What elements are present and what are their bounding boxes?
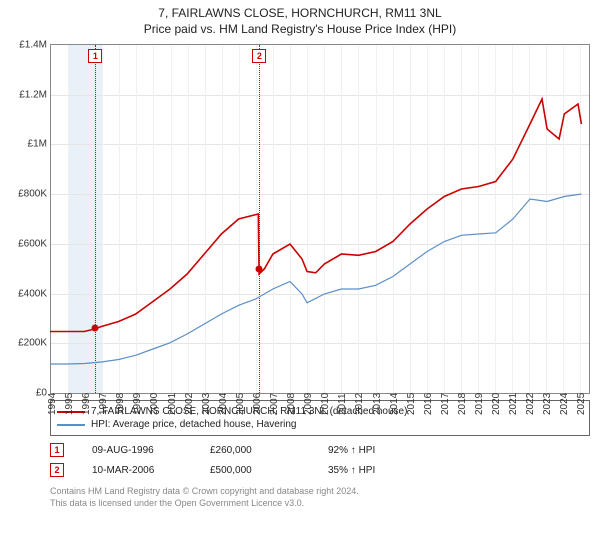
footer-line2: This data is licensed under the Open Gov… (50, 498, 590, 510)
x-tick-label: 1998 (115, 393, 126, 415)
legend-swatch (57, 424, 85, 426)
x-tick-label: 2003 (201, 393, 212, 415)
row-price: £500,000 (210, 465, 300, 476)
y-tick-label: £1.4M (19, 40, 47, 51)
x-tick-label: 1996 (81, 393, 92, 415)
y-tick-label: £1M (28, 139, 47, 150)
x-tick-label: 2020 (491, 393, 502, 415)
x-tick-label: 2025 (576, 393, 587, 415)
legend-item: HPI: Average price, detached house, Have… (57, 418, 583, 431)
x-tick-label: 2005 (235, 393, 246, 415)
title-address: 7, FAIRLAWNS CLOSE, HORNCHURCH, RM11 3NL (0, 6, 600, 20)
y-tick-label: £1.2M (19, 89, 47, 100)
x-tick-label: 2007 (269, 393, 280, 415)
series-price_paid (50, 99, 581, 332)
x-tick-label: 2019 (474, 393, 485, 415)
series-hpi (50, 194, 581, 364)
x-tick-label: 2016 (423, 393, 434, 415)
footer-attribution: Contains HM Land Registry data © Crown c… (50, 486, 590, 509)
legend-label: HPI: Average price, detached house, Have… (91, 419, 297, 430)
x-tick-label: 2011 (337, 393, 348, 415)
x-tick-label: 2008 (286, 393, 297, 415)
x-tick-label: 2006 (252, 393, 263, 415)
x-tick-label: 2022 (525, 393, 536, 415)
row-delta: 35% ↑ HPI (328, 465, 418, 476)
y-tick-label: £600K (18, 238, 47, 249)
row-marker: 2 (50, 463, 64, 477)
row-date: 09-AUG-1996 (92, 445, 182, 456)
row-delta: 92% ↑ HPI (328, 445, 418, 456)
x-tick-label: 2010 (320, 393, 331, 415)
title-subtitle: Price paid vs. HM Land Registry's House … (0, 22, 600, 36)
row-date: 10-MAR-2006 (92, 465, 182, 476)
x-tick-label: 1999 (132, 393, 143, 415)
y-tick-label: £0 (36, 388, 47, 399)
x-tick-label: 2024 (559, 393, 570, 415)
row-marker: 1 (50, 443, 64, 457)
x-tick-label: 2000 (149, 393, 160, 415)
x-tick-label: 2023 (542, 393, 553, 415)
y-tick-label: £200K (18, 338, 47, 349)
y-tick-label: £400K (18, 288, 47, 299)
x-tick-label: 1995 (64, 393, 75, 415)
chart-area: £0£200K£400K£600K£800K£1M£1.2M£1.4M19941… (50, 44, 590, 394)
x-tick-label: 2015 (406, 393, 417, 415)
x-tick-label: 2009 (303, 393, 314, 415)
x-tick-label: 2012 (354, 393, 365, 415)
row-price: £260,000 (210, 445, 300, 456)
x-tick-label: 2002 (184, 393, 195, 415)
x-tick-label: 1994 (47, 393, 58, 415)
footer-line1: Contains HM Land Registry data © Crown c… (50, 486, 590, 498)
table-row: 1 09-AUG-1996 £260,000 92% ↑ HPI (50, 440, 590, 460)
x-tick-label: 2017 (440, 393, 451, 415)
x-tick-label: 1997 (98, 393, 109, 415)
x-tick-label: 2013 (372, 393, 383, 415)
x-tick-label: 2001 (167, 393, 178, 415)
transaction-table: 1 09-AUG-1996 £260,000 92% ↑ HPI 2 10-MAR-200… (50, 440, 590, 480)
x-tick-label: 2014 (389, 393, 400, 415)
y-tick-label: £800K (18, 189, 47, 200)
x-tick-label: 2018 (457, 393, 468, 415)
table-row: 2 10-MAR-2006 £500,000 35% ↑ HPI (50, 460, 590, 480)
x-tick-label: 2021 (508, 393, 519, 415)
x-tick-label: 2004 (218, 393, 229, 415)
